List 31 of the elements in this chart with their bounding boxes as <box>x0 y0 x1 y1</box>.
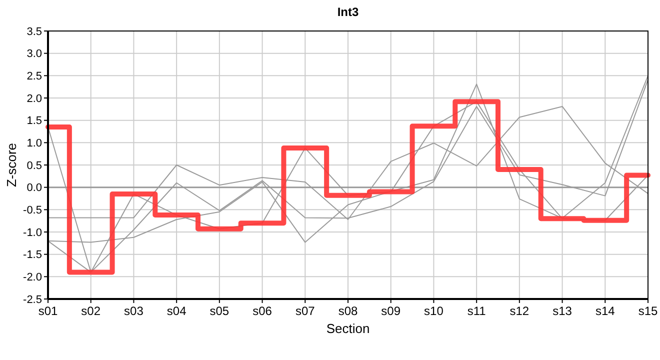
y-tick-label: 2.5 <box>26 70 42 83</box>
x-tick-label: s01 <box>38 304 58 318</box>
x-tick-label: s11 <box>467 304 486 318</box>
y-tick-label: 0.0 <box>26 182 42 194</box>
x-tick-label: s06 <box>252 304 272 318</box>
y-tick-label: -1.5 <box>23 249 42 262</box>
x-tick-label: s04 <box>166 304 187 318</box>
y-tick-label: -2.0 <box>23 272 42 284</box>
y-tick-label: 3.5 <box>26 26 42 38</box>
x-tick-label: s08 <box>338 304 358 318</box>
x-tick-label: s03 <box>124 304 144 318</box>
chart-title: Int3 <box>337 5 359 19</box>
y-tick-label: 1.0 <box>26 138 42 150</box>
y-tick-label: -0.5 <box>23 204 42 217</box>
y-tick-label: 3.0 <box>26 48 42 60</box>
y-tick-label: 0.5 <box>26 160 42 172</box>
x-tick-label: s14 <box>595 304 616 318</box>
y-tick-label: -1.0 <box>23 226 42 239</box>
y-axis-title: Z-score <box>4 142 19 188</box>
y-tick-label: -2.5 <box>23 294 42 306</box>
x-tick-label: s15 <box>638 304 658 318</box>
x-tick-label: s02 <box>81 304 101 318</box>
x-tick-label: s09 <box>381 304 401 318</box>
x-tick-label: s05 <box>210 304 230 318</box>
x-tick-label: s13 <box>552 304 572 318</box>
y-tick-label: 2.0 <box>26 92 42 105</box>
x-tick-label: s07 <box>295 304 316 318</box>
x-tick-label: s12 <box>510 304 530 318</box>
x-tick-label: s10 <box>424 304 444 318</box>
x-axis-title: Section <box>326 321 370 336</box>
y-tick-label: 1.5 <box>26 115 42 128</box>
